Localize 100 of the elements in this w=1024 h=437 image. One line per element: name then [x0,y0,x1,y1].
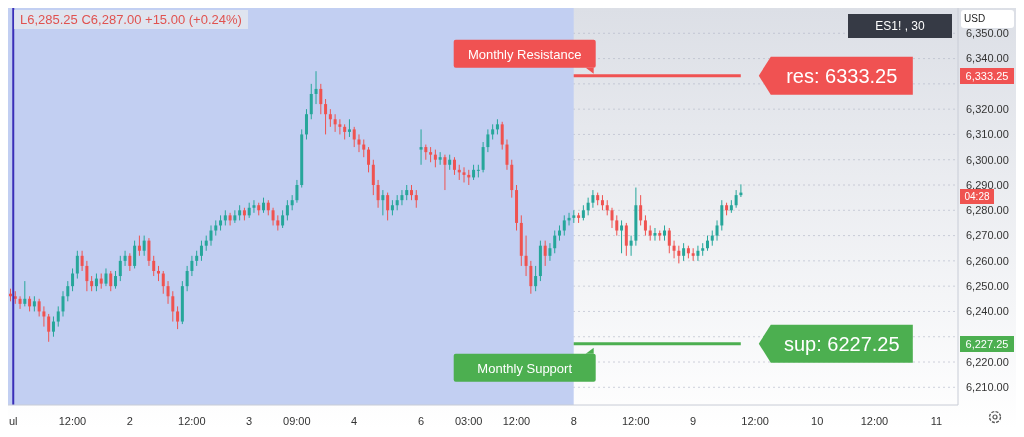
x-tick-label: 8 [570,415,577,427]
candlestick [548,242,552,262]
candlestick [667,227,671,254]
candlestick [338,118,342,135]
annotation: Monthly Resistance [467,46,582,62]
candlestick [486,128,490,153]
ref-line-label: sup: 6227.25 [783,332,900,355]
candlestick [61,290,65,317]
candlestick [85,260,89,292]
candlestick [386,192,390,221]
candlestick [624,222,628,257]
candlestick [438,151,442,166]
candlestick [462,166,466,183]
candlestick [524,235,528,277]
candlestick [166,280,170,305]
candlestick [696,245,700,262]
candlestick [285,199,289,221]
text: 04:28 [960,188,994,204]
candlestick [51,316,55,338]
candlestick [147,237,151,267]
candlestick [309,83,313,120]
candlestick [352,126,356,148]
candlestick [42,305,46,328]
y-tick-label: 6,320.00 [966,103,1009,116]
x-tick-label: 3 [246,415,253,427]
y-tick-label: 6,270.00 [966,229,1009,242]
candlestick [505,138,509,171]
candlestick [500,121,504,151]
y-tick-label: 6,210.00 [966,381,1009,394]
candlestick [639,194,643,226]
y-tick-label: 6,290.00 [966,178,1009,191]
candlestick [534,265,538,292]
candlestick [152,255,156,277]
candlestick [381,189,385,216]
candlestick [80,250,84,272]
candlestick [47,313,51,343]
text: USD [961,10,1014,28]
x-tick-label: 12:00 [860,415,889,427]
x-tick-label: 2 [126,415,133,427]
candlestick [357,133,361,153]
candlestick [672,240,676,259]
x-tick-label: 03:00 [454,415,483,427]
candlestick [400,189,404,206]
x-tick-label: 11 [930,415,943,427]
x-tick-label: 6 [417,415,424,427]
annotation: L6,285.25 C6,287.00 +15.00 (+0.24%) [14,10,248,29]
candlestick [610,207,614,229]
candlestick [314,70,318,105]
y-tick-label: 6,340.00 [966,52,1009,65]
candlestick [118,255,122,282]
candlestick [324,98,328,135]
candlestick [137,235,141,257]
candlestick [56,305,60,328]
y-tick-label: 6,350.00 [966,27,1009,40]
x-tick-label: 12:00 [58,415,87,427]
candlestick [653,227,657,242]
candlestick [367,146,371,173]
symbol-box: ES1! , 30 [848,14,952,38]
candlestick [620,219,624,254]
candlestick [371,159,375,196]
candlestick [304,108,308,140]
y-tick-label: 6,260.00 [966,254,1009,267]
candlestick [333,113,337,133]
candlestick [209,224,213,247]
candlestick [133,240,137,269]
y-tick-label: 6,280.00 [966,204,1009,217]
candlestick [161,270,165,295]
candlestick [123,250,127,267]
candlestick [199,240,203,262]
x-tick-label: 4 [351,415,358,427]
candlestick [720,199,724,232]
candlestick [553,230,557,254]
candlestick [543,240,547,267]
candlestick [629,235,633,257]
candlestick [18,295,22,310]
x-tick-label: 10 [811,415,824,427]
candlestick [71,267,75,292]
candlestick [481,141,485,173]
candlestick [190,255,194,277]
candlestick [295,179,299,204]
text: 6,227.25 [960,335,1014,352]
y-tick-label: 6,300.00 [966,153,1009,166]
y-tick-label: 6,240.00 [966,305,1009,318]
candlestick [643,214,647,237]
candlestick [66,280,70,302]
candlestick [233,209,237,224]
candlestick [586,197,590,216]
candlestick [75,250,79,280]
candlestick [171,290,175,323]
candlestick [591,189,595,209]
candlestick [419,128,423,166]
candlestick [529,260,533,295]
y-tick-label: 6,250.00 [966,280,1009,293]
candlestick [142,235,146,257]
candlestick [228,212,232,226]
x-tick-label: 12:00 [622,415,650,427]
x-tick-label: 12:00 [502,415,531,427]
candlestick [185,265,189,292]
text: 6,333.25 [960,67,1014,84]
ref-line-label: res: 6333.25 [786,64,898,87]
